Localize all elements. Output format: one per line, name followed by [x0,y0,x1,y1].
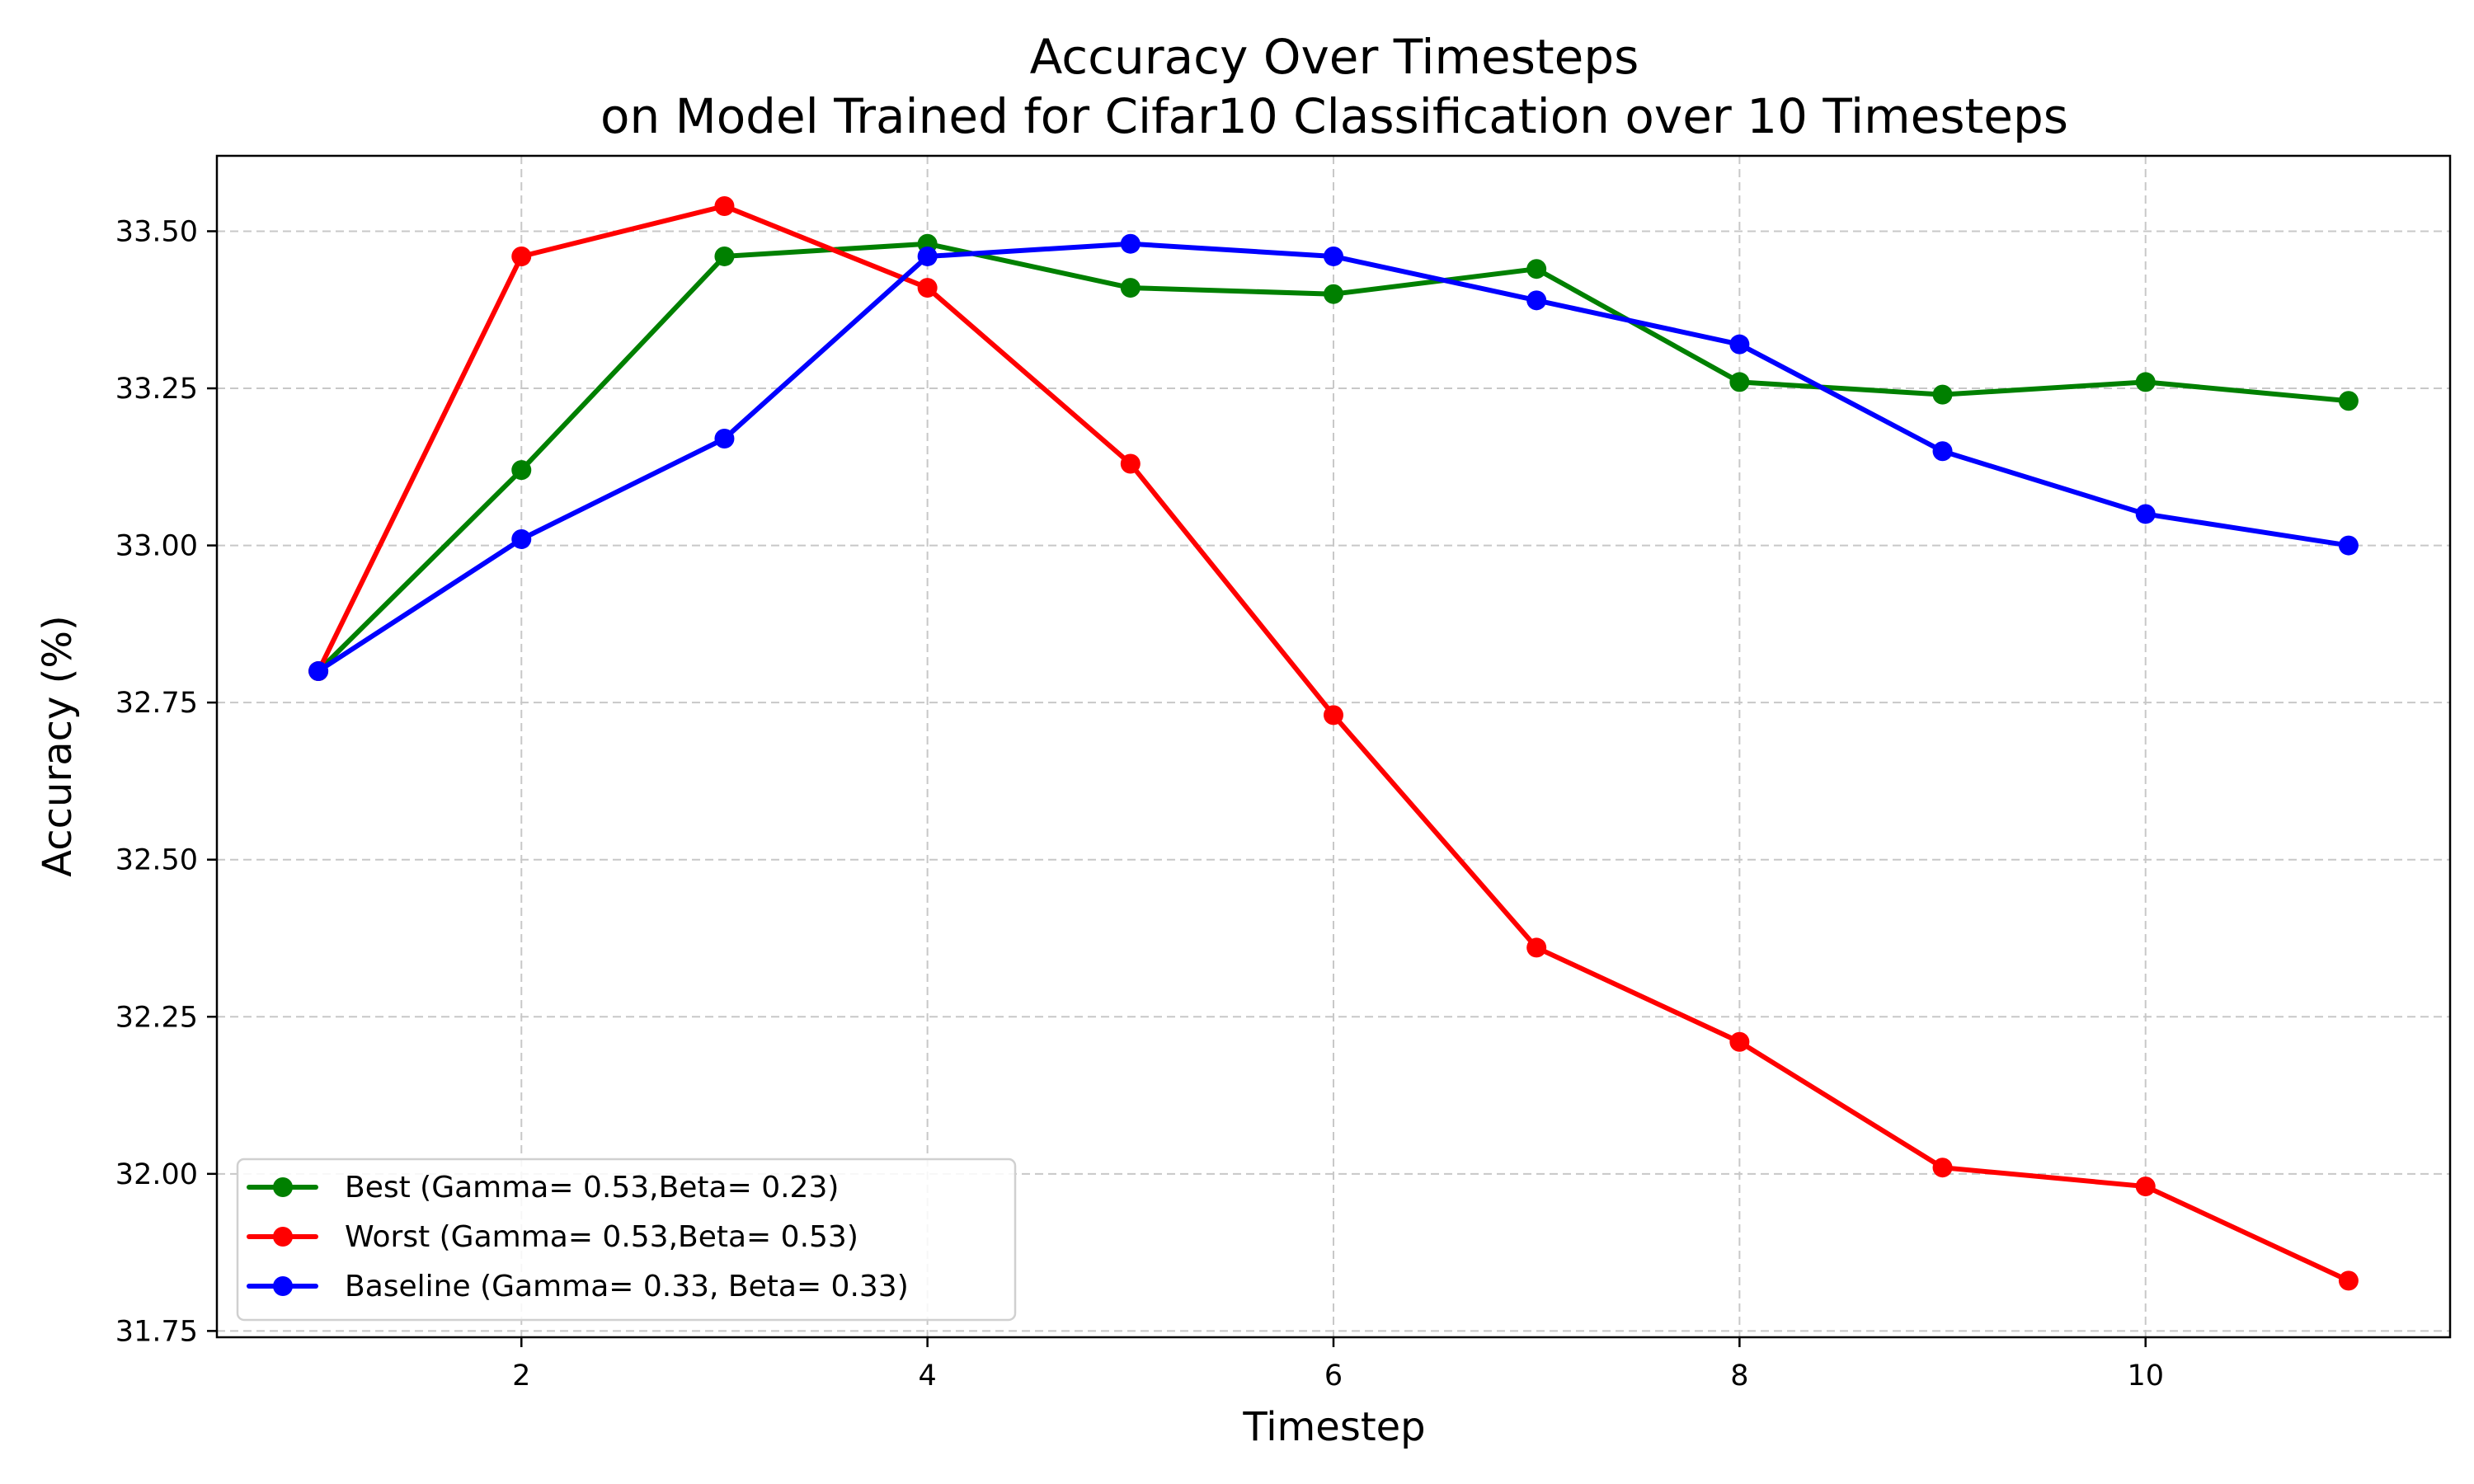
data-point [917,278,938,298]
data-point [917,246,938,266]
y-tick-label: 33.00 [115,530,198,563]
data-point [511,528,532,549]
series-layer [308,195,2359,1291]
x-axis-label: Timestep [1242,1404,1425,1450]
data-point [308,661,329,682]
data-point [2338,535,2359,556]
tick-layer: 2 4 6 8 10 31.75 32.00 32.25 32.50 32.75 33.00 33.2… [115,215,2164,1392]
data-point [2338,1270,2359,1291]
data-point [1729,334,1750,355]
data-point [1120,278,1141,298]
data-point [1729,372,1750,392]
data-point [1526,290,1547,311]
legend-marker [273,1276,293,1296]
data-point [1120,453,1141,474]
legend-marker [273,1177,293,1197]
data-point [1932,1158,1953,1178]
data-point [714,195,735,216]
legend-marker [273,1227,293,1247]
y-tick-label: 32.25 [115,1001,198,1034]
data-point [511,460,532,481]
data-point [2338,391,2359,411]
data-point [1932,384,1953,405]
data-point [1526,259,1547,279]
data-point [1932,441,1953,462]
x-tick-label: 4 [918,1360,936,1392]
series-1 [308,233,2359,682]
series-3 [308,233,2359,682]
y-tick-label: 33.50 [115,215,198,248]
chart-subtitle: on Model Trained for Cifar10 Classificat… [600,88,2068,144]
legend-item-3: Baseline (Gamma= 0.33, Beta= 0.33) [247,1270,909,1303]
y-axis-label: Accuracy (%) [35,615,81,876]
data-point [1324,705,1343,726]
data-point [1526,937,1547,958]
data-point [1729,1031,1750,1052]
data-point [714,246,735,266]
y-tick-label: 31.75 [115,1315,198,1348]
x-tick-label: 2 [512,1360,530,1392]
y-tick-label: 32.50 [115,844,198,877]
data-point [511,246,532,266]
legend-box [236,1158,1017,1322]
x-tick-label: 8 [1730,1360,1748,1392]
legend-item-1: Best (Gamma= 0.53,Beta= 0.23) [247,1171,839,1205]
data-point [714,429,735,449]
y-tick-label: 33.25 [115,373,198,406]
data-point [2135,372,2156,392]
legend: Best (Gamma= 0.53,Beta= 0.23) Worst (Gamm… [236,1158,1017,1322]
data-point [1120,233,1141,254]
x-tick-label: 10 [2127,1360,2164,1392]
x-tick-label: 6 [1324,1360,1343,1392]
y-tick-label: 32.00 [115,1158,198,1191]
legend-item-2: Worst (Gamma= 0.53,Beta= 0.53) [247,1220,858,1254]
legend-label: Worst (Gamma= 0.53,Beta= 0.53) [345,1220,858,1254]
y-tick-label: 32.75 [115,687,198,720]
data-point [2135,504,2156,524]
data-point [1324,246,1343,266]
chart-title: Accuracy Over Timesteps [1030,29,1639,85]
data-point [2135,1176,2156,1197]
data-point [1324,284,1343,304]
legend-label: Baseline (Gamma= 0.33, Beta= 0.33) [345,1270,909,1303]
legend-label: Best (Gamma= 0.53,Beta= 0.23) [345,1171,839,1205]
